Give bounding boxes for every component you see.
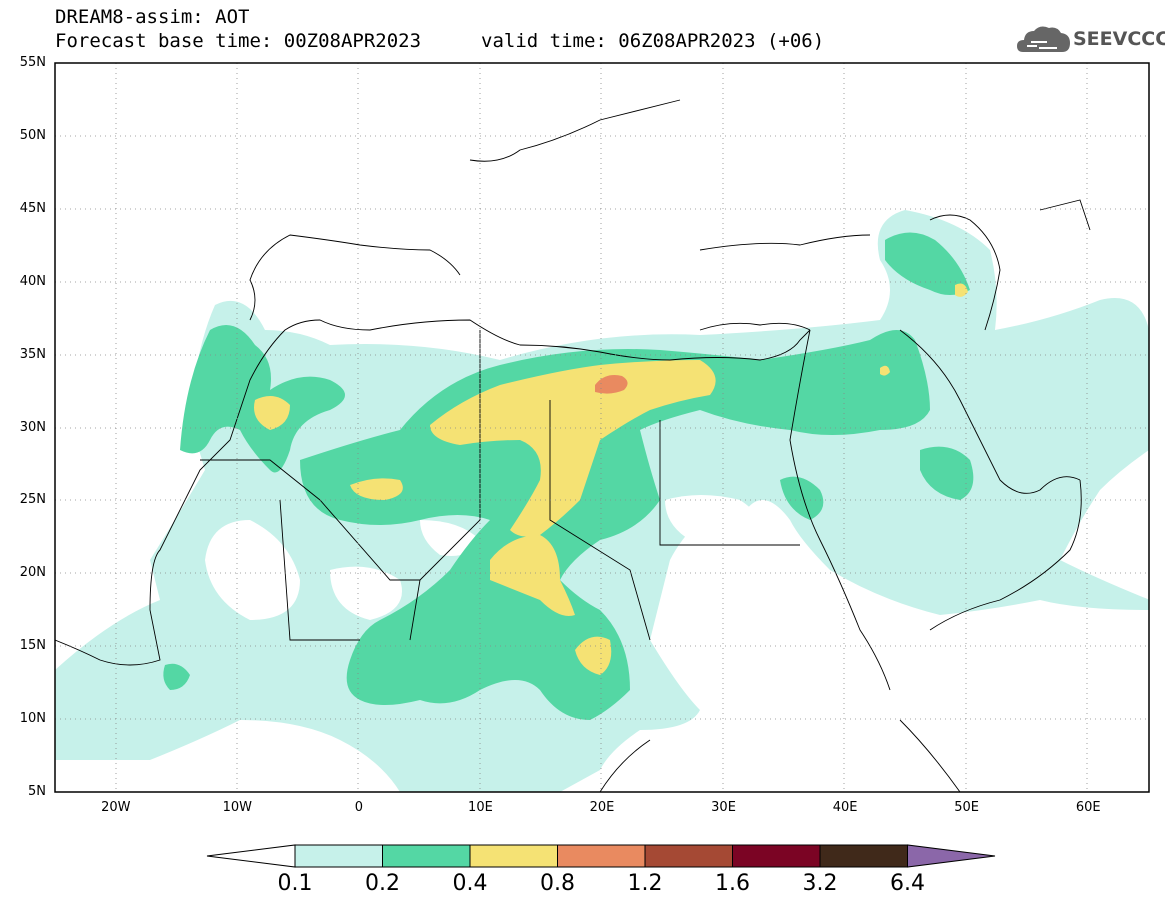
logo-text: SEEVCCC [1073,28,1165,50]
colorbar-label: 0.4 [452,871,488,896]
lat-label: 30N [19,419,46,435]
colorbar-segment [206,844,296,868]
lon-label: 20W [101,800,131,815]
colorbar-segment [382,844,471,868]
colorbar-segment [907,844,996,868]
colorbar-label: 0.2 [365,871,400,896]
colorbar-segment [294,844,383,868]
lon-label: 60E [1075,800,1101,815]
lat-label: 25N [19,492,46,508]
colorbar-label: 1.2 [627,871,663,896]
aot-band-0.8 [595,375,628,394]
lon-label: 40E [832,800,858,815]
colorbar-segment [644,844,733,868]
lon-label: 50E [954,800,980,815]
lat-label: 10N [19,711,46,727]
colorbar-segment [819,844,908,868]
lon-label: 20E [589,800,615,815]
map-title: DREAM8-assim: AOT [55,6,250,28]
aot-band-0.4 [254,283,968,675]
lat-label: 55N [19,55,46,70]
lat-label: 35N [19,346,46,362]
colorbar [206,844,996,868]
lat-label: 15N [19,638,46,654]
lat-label: 5N [28,784,46,799]
aot-holes [205,495,763,620]
lat-label: 45N [19,200,46,216]
colorbar-label: 6.4 [890,871,925,896]
lat-label: 40N [19,273,46,289]
colorbar-label: 3.2 [802,871,838,896]
map-frame [54,62,1150,793]
valid-time: valid time: 06Z08APR2023 (+06) [481,30,825,52]
colorbar-label: 0.1 [277,871,313,896]
aot-field [55,99,1149,792]
lat-label: 20N [19,565,46,581]
colorbar-segment [732,844,821,868]
colorbar-label: 0.8 [540,871,575,896]
cloud-icon [1017,26,1070,52]
colorbar-label: 1.6 [715,871,750,896]
colorbar-segment [469,844,558,868]
lon-label: 0 [354,800,364,815]
lon-label: 30E [711,800,736,815]
lat-label: 50N [19,127,46,143]
colorbar-segment [557,844,646,868]
lon-label: 10W [222,800,253,815]
lon-label: 10E [468,800,493,815]
forecast-base-time: Forecast base time: 00Z08APR2023 [55,30,422,52]
